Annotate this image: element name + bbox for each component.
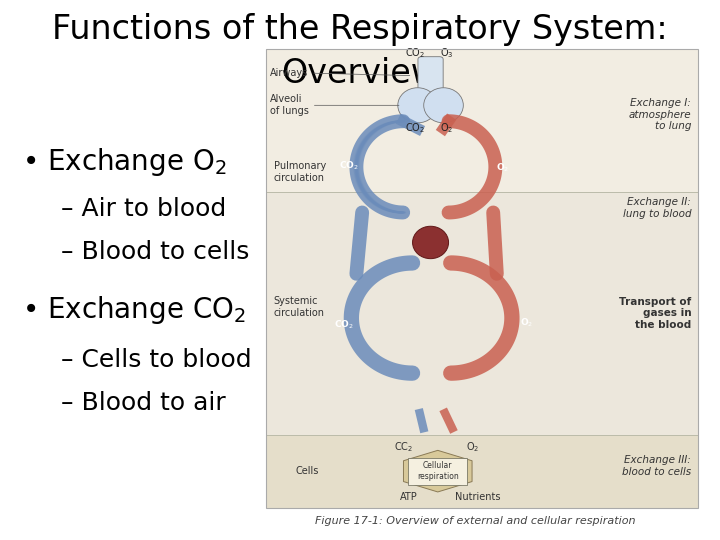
- Text: Exchange I:
atmosphere
to lung: Exchange I: atmosphere to lung: [629, 98, 691, 131]
- Text: CO$_2$: CO$_2$: [405, 121, 425, 135]
- Text: Pulmonary
circulation: Pulmonary circulation: [274, 161, 326, 183]
- Text: CO$_2$: CO$_2$: [334, 318, 354, 331]
- Text: Alveoli
of lungs: Alveoli of lungs: [270, 94, 399, 116]
- Bar: [266, 435, 698, 508]
- Text: – Blood to cells: – Blood to cells: [61, 240, 250, 264]
- Text: Cells: Cells: [295, 466, 318, 476]
- Text: CO$_2$: CO$_2$: [339, 160, 359, 172]
- Bar: [266, 192, 698, 435]
- Text: CC$_2$: CC$_2$: [394, 441, 413, 455]
- Text: O$_2$: O$_2$: [520, 316, 533, 329]
- Text: – Cells to blood: – Cells to blood: [61, 348, 252, 372]
- Text: Nutrients: Nutrients: [454, 491, 500, 502]
- FancyBboxPatch shape: [418, 57, 444, 94]
- Text: Figure 17-1: Overview of external and cellular respiration: Figure 17-1: Overview of external and ce…: [315, 516, 636, 526]
- Text: • Exchange O$_2$: • Exchange O$_2$: [22, 146, 226, 178]
- Text: O$_2$: O$_2$: [440, 121, 453, 135]
- Text: Functions of the Respiratory System:: Functions of the Respiratory System:: [52, 14, 668, 46]
- Text: CO$_2$: CO$_2$: [405, 46, 425, 60]
- Text: – Air to blood: – Air to blood: [61, 197, 227, 221]
- Text: Airways: Airways: [270, 68, 410, 78]
- Ellipse shape: [413, 226, 449, 259]
- Text: ATP: ATP: [400, 491, 418, 502]
- Text: Cellular
respiration: Cellular respiration: [417, 462, 459, 481]
- Text: – Blood to air: – Blood to air: [61, 392, 226, 415]
- Text: O$_2$: O$_2$: [466, 441, 479, 455]
- Ellipse shape: [423, 87, 464, 123]
- Bar: [266, 49, 698, 508]
- Text: Exchange III:
blood to cells: Exchange III: blood to cells: [622, 455, 691, 476]
- Text: O$_3$: O$_3$: [440, 46, 453, 60]
- Text: Systemic
circulation: Systemic circulation: [274, 296, 325, 318]
- Text: Transport of
gases in
the blood: Transport of gases in the blood: [619, 296, 691, 330]
- Polygon shape: [403, 450, 472, 492]
- Text: • Exchange CO$_2$: • Exchange CO$_2$: [22, 294, 246, 326]
- Text: O$_2$: O$_2$: [496, 161, 509, 174]
- Bar: [266, 49, 698, 192]
- Text: Overview: Overview: [282, 57, 438, 90]
- Text: Exchange II:
lung to blood: Exchange II: lung to blood: [623, 197, 691, 219]
- FancyBboxPatch shape: [408, 458, 467, 485]
- Ellipse shape: [397, 87, 438, 123]
